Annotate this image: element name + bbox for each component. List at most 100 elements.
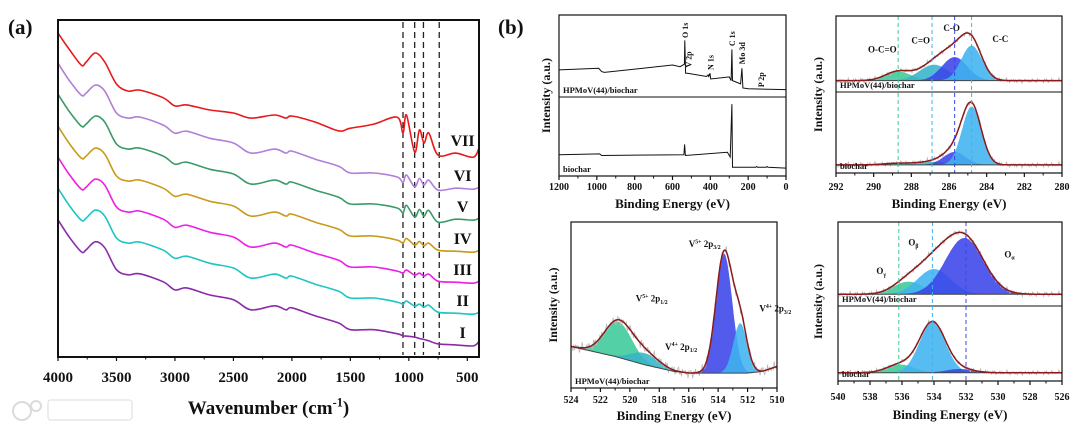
series-line-I (58, 219, 479, 347)
plot-frame (570, 221, 778, 389)
subpanel-label: HPMoV(44)/biochar (563, 85, 638, 95)
peak-annotation-mid: 2p (701, 239, 713, 249)
series-line-III (58, 156, 479, 285)
y-axis-title: Intensity (a.u.) (811, 57, 825, 132)
component-fill (838, 322, 1062, 373)
subpanel-label: biochar (563, 164, 591, 174)
x-tick-label: 3500 (101, 370, 131, 386)
peak-annotation-sub: 1/2 (660, 300, 668, 306)
v2p-chart: 524 522 520 518 516 514 512 510 Binding Energy (… (546, 221, 791, 423)
series-label: V (457, 199, 469, 216)
peak-annotation-base: V (636, 294, 643, 304)
peak-label: V 2p (685, 51, 694, 68)
series-label: VI (454, 168, 472, 185)
x-axis-title-base: Wavenumber (cm (188, 398, 333, 419)
peak-annotation-mid: 2p (678, 342, 690, 352)
subpanel-1 (559, 40, 786, 91)
background-line (571, 346, 777, 374)
x-tick-label: 514 (711, 395, 726, 406)
x-tick-label: 526 (1055, 392, 1070, 403)
peak-label: C 1s (728, 31, 737, 46)
x-tick-label: 540 (831, 392, 846, 403)
fitted-envelope-line (838, 231, 1062, 295)
plot-frame (57, 19, 480, 358)
x-tick-label: 400 (703, 182, 718, 193)
x-tick-label: 800 (627, 182, 642, 193)
series-label: VII (451, 133, 475, 150)
peak-annotation-sub: γ (882, 272, 886, 278)
subpanel-label: HPMoV(44)/biochar (840, 80, 915, 90)
series-label: II (456, 293, 468, 310)
peak-label: N 1s (706, 55, 715, 70)
subpanel-label: biochar (842, 369, 870, 379)
x-tick-label: 520 (622, 395, 637, 406)
peak-annotation-base: O-C=O (868, 44, 897, 54)
peak-annotation: Oα (1004, 249, 1015, 261)
x-tick-label: 2500 (218, 370, 248, 386)
peak-annotation-sub: 3/2 (713, 245, 721, 251)
x-tick-label: 288 (904, 182, 919, 193)
peak-annotation-sub: α (1011, 256, 1015, 262)
peak-annotation-sup: 4+ (766, 304, 773, 310)
series-line-VII (58, 32, 479, 159)
x-tick-label: 518 (652, 395, 667, 406)
component-fill (838, 281, 1062, 295)
peak-annotation: Oβ (908, 238, 918, 250)
peak-annotation: V5+ 2p3/2 (689, 239, 721, 251)
peak-annotation: C-C (992, 34, 1008, 44)
peak-label: O 1s (681, 23, 690, 38)
x-tick-label: 200 (741, 182, 756, 193)
component-fill (571, 323, 777, 374)
peak-annotation: O-C=O (868, 44, 897, 54)
x-tick-label: 528 (1023, 392, 1038, 403)
component-fill (571, 253, 777, 374)
x-axis-title: Binding Energy (eV) (893, 407, 1008, 422)
subpanel-label: HPMoV(44)/biochar (575, 376, 650, 386)
x-tick-label: 530 (991, 392, 1006, 403)
subpanel-label: HPMoV(44)/biochar (842, 294, 917, 304)
peak-annotation-mid: 2p (772, 304, 784, 314)
series-label: IV (454, 231, 472, 248)
peak-annotation-base: V (689, 239, 696, 249)
x-tick-label: 532 (959, 392, 974, 403)
subpanel-1 (838, 229, 1062, 299)
x-tick-label: 282 (1017, 182, 1032, 193)
peak-annotation-base: C=O (911, 35, 930, 45)
x-tick-label: 510 (770, 395, 785, 406)
peak-annotation-sup: 4+ (672, 342, 679, 348)
series-line-II (58, 187, 479, 316)
x-axis-title-sup: -1 (333, 395, 343, 409)
x-tick-label: 290 (866, 182, 881, 193)
peak-annotation-sub: 3/2 (784, 310, 792, 316)
fitted-envelope-line (838, 320, 1062, 374)
peak-annotation-mid: 2p (649, 294, 661, 304)
x-tick-label: 536 (895, 392, 910, 403)
peak-annotation: C=O (911, 35, 930, 45)
fitted-envelope-line (836, 101, 1062, 166)
fitted-envelope-line (571, 249, 777, 374)
peak-annotation: V4+ 2p3/2 (759, 304, 791, 316)
o1s-chart: 540 538 536 534 532 530 528 526 Binding Energy (… (811, 221, 1070, 422)
fitted-envelope-line (836, 32, 1062, 82)
peak-annotation-base: O (876, 266, 883, 276)
x-tick-label: 1200 (549, 182, 569, 193)
x-tick-label: 1000 (394, 370, 424, 386)
peak-annotation-base: O (1004, 249, 1011, 259)
series-label: III (453, 262, 472, 279)
x-tick-label: 600 (665, 182, 680, 193)
subpanel-1 (836, 31, 1062, 85)
x-tick-label: 512 (740, 395, 755, 406)
x-tick-label: 1500 (335, 370, 365, 386)
plot-frame (558, 14, 787, 177)
peak-annotation-sub: 1/2 (690, 348, 698, 354)
x-tick-label: 292 (829, 182, 844, 193)
y-axis-title: Intensity (a.u.) (539, 58, 553, 133)
ftir-chart: 4000 3500 3000 2500 2000 1500 1000 500 Wavenumbe… (43, 19, 480, 419)
watermark-logo (12, 399, 133, 421)
peak-annotation: C-O (943, 23, 960, 33)
peak-label: P 2p (757, 72, 766, 87)
plot-frame (837, 221, 1063, 382)
peak-annotation-base: O (908, 238, 915, 248)
peak-annotation: V5+ 2p1/2 (636, 294, 668, 306)
